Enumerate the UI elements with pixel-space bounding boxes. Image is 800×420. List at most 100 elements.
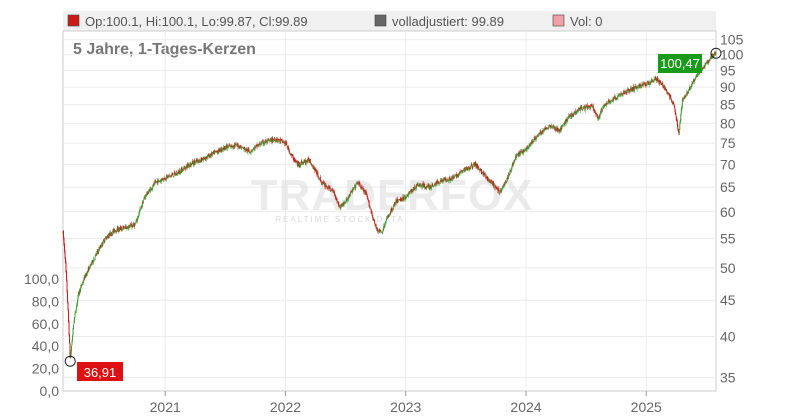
candle-body [686,92,688,94]
candle-body [676,119,678,126]
candle-body [474,163,476,167]
candle-body [698,73,700,74]
candle-body [633,86,635,91]
candle-body [686,91,688,95]
candle-body [133,224,135,227]
candle-body [652,80,654,82]
candle-body [508,174,510,175]
candle-body [251,150,253,152]
candle-body [75,309,77,313]
candle-body [513,160,515,163]
candle-body [483,173,485,176]
candle-body [229,145,231,147]
candle-body [316,172,318,175]
candle-body [365,191,367,195]
candle-body [692,79,694,82]
candle-body [682,98,684,101]
candle-body [261,141,263,143]
candle-body [288,149,290,153]
candle-body [323,183,325,184]
candle-body [316,174,318,176]
candle-body [484,173,486,175]
candle-body [294,160,296,161]
candle-body [143,197,145,200]
candle-body [79,289,81,292]
candle-body [101,242,103,246]
candle-body [441,180,443,182]
candle-body [476,164,478,167]
candle-body [76,303,78,305]
high-label: 100,47 [660,56,700,71]
candle-body [223,147,225,150]
candle-body [683,98,685,99]
candle-body [171,174,173,176]
candle-body [325,186,327,187]
candle-body [379,229,381,233]
candle-body [299,164,301,167]
candle-body [442,179,444,182]
candle-body [714,54,716,55]
candle-body [676,119,678,121]
candle-body [387,216,389,218]
candle-body [486,176,488,180]
candle-body [89,267,91,269]
candle-body [431,184,433,185]
candle-body [486,176,488,178]
candle-body [558,129,560,131]
candle-body [183,167,185,170]
candle-body [492,182,494,184]
candle-body [117,230,119,232]
candle-body [603,104,605,108]
candle-body [265,141,267,144]
candle-body [231,146,233,147]
candle-body [680,114,682,121]
candle-body [438,181,440,183]
candle-body [633,85,635,90]
candle-body [259,143,261,145]
candle-body [565,119,567,124]
candle-body [685,93,687,95]
candle-body [123,228,125,229]
candle-body [527,147,529,149]
candle-body [158,180,160,181]
candle-body [166,175,168,180]
candle-body [186,164,188,168]
candle-body [259,143,261,145]
candle-body [67,292,69,303]
candle-body [596,113,598,117]
candle-body [148,189,150,191]
candle-body [211,153,213,156]
candle-body [588,105,590,107]
candle-body [235,144,237,146]
candle-body [267,139,269,142]
candle-body [539,132,541,134]
candle-body [468,166,470,169]
candle-body [77,295,79,300]
candle-body [202,159,204,160]
candle-body [326,187,328,188]
candle-body [354,185,356,187]
candle-body [547,127,549,129]
candle-body [534,137,536,139]
candle-body [371,211,373,214]
candle-body [444,177,446,179]
candle-body [500,189,502,191]
candle-body [161,178,163,180]
candle-body [402,196,404,200]
candle-body [271,138,273,143]
candle-body [702,68,704,69]
candle-body [540,131,542,133]
candle-body [265,140,267,143]
candle-body [460,172,462,173]
candle-body [336,200,338,202]
candle-body [430,185,432,189]
candle-body [517,154,519,156]
candle-body [69,334,71,344]
candle-body [351,190,353,193]
candle-body [713,53,715,58]
candle-body [172,176,174,177]
candle-body [87,268,89,271]
candle-body [617,95,619,96]
candle-body [434,183,436,185]
candle-body [159,180,161,182]
